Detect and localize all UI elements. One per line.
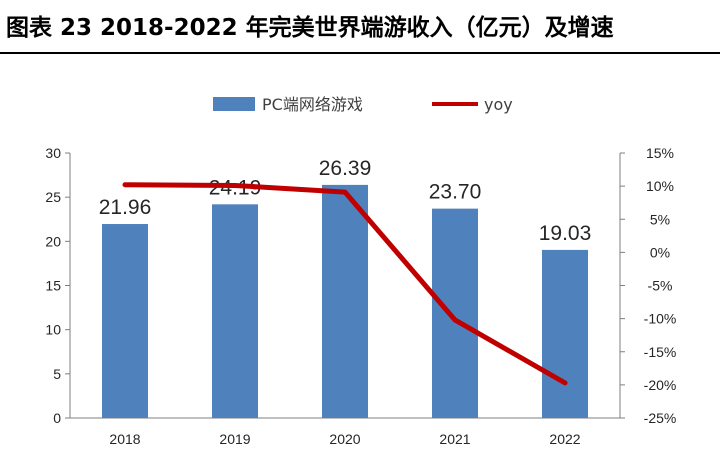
- bar-data-label: 23.70: [429, 181, 482, 204]
- left-axis-tick-label: 0: [53, 410, 61, 426]
- legend-swatch-bar: [213, 97, 255, 111]
- bar-series: [102, 184, 588, 418]
- x-axis: 2018 2019 2020 2021 2022: [70, 417, 620, 447]
- legend: PC端网络游戏 yoy: [213, 95, 513, 114]
- right-axis-tick-label: -15%: [644, 344, 677, 360]
- left-axis-tick-label: 25: [45, 189, 61, 205]
- left-axis-tick-label: 10: [45, 322, 61, 338]
- right-axis-tick-label: -5%: [648, 278, 673, 294]
- bar: [102, 224, 148, 418]
- right-axis-tick-label: 0%: [650, 244, 670, 260]
- x-axis-tick-label: 2021: [439, 431, 470, 447]
- left-axis-tick-label: 5: [53, 366, 61, 382]
- yoy-line-series: [122, 182, 568, 386]
- page-title: 图表 23 2018-2022 年完美世界端游收入（亿元）及增速: [6, 15, 614, 41]
- title-divider: [0, 52, 720, 54]
- right-axis-tick-label: 10%: [646, 178, 674, 194]
- left-axis-tick-label: 20: [45, 233, 61, 249]
- left-axis: 0 5 10 15 20 25 30: [45, 145, 71, 426]
- x-axis-tick-label: 2022: [549, 431, 580, 447]
- right-axis-tick-label: 5%: [650, 211, 670, 227]
- bar-data-label: 26.39: [319, 157, 372, 180]
- right-axis-tick-label: -25%: [644, 410, 677, 426]
- left-axis-tick-label: 15: [45, 278, 61, 294]
- legend-label-bar: PC端网络游戏: [262, 95, 363, 114]
- right-axis: 15% 10% 5% 0% -5% -10% -15% -20% -25%: [619, 145, 677, 426]
- x-axis-tick-label: 2018: [109, 431, 140, 447]
- bar: [432, 208, 478, 418]
- legend-label-line: yoy: [484, 95, 513, 114]
- left-axis-tick-label: 30: [45, 145, 61, 161]
- x-axis-tick-label: 2020: [329, 431, 360, 447]
- right-axis-tick-label: 15%: [646, 145, 674, 161]
- right-axis-tick-label: -20%: [644, 377, 677, 393]
- bar: [322, 184, 368, 418]
- bar-data-label: 21.96: [99, 196, 152, 219]
- bar: [542, 249, 588, 418]
- right-axis-tick-label: -10%: [644, 311, 677, 327]
- x-axis-tick-label: 2019: [219, 431, 250, 447]
- bar-data-label: 19.03: [539, 222, 592, 245]
- bar: [212, 204, 258, 418]
